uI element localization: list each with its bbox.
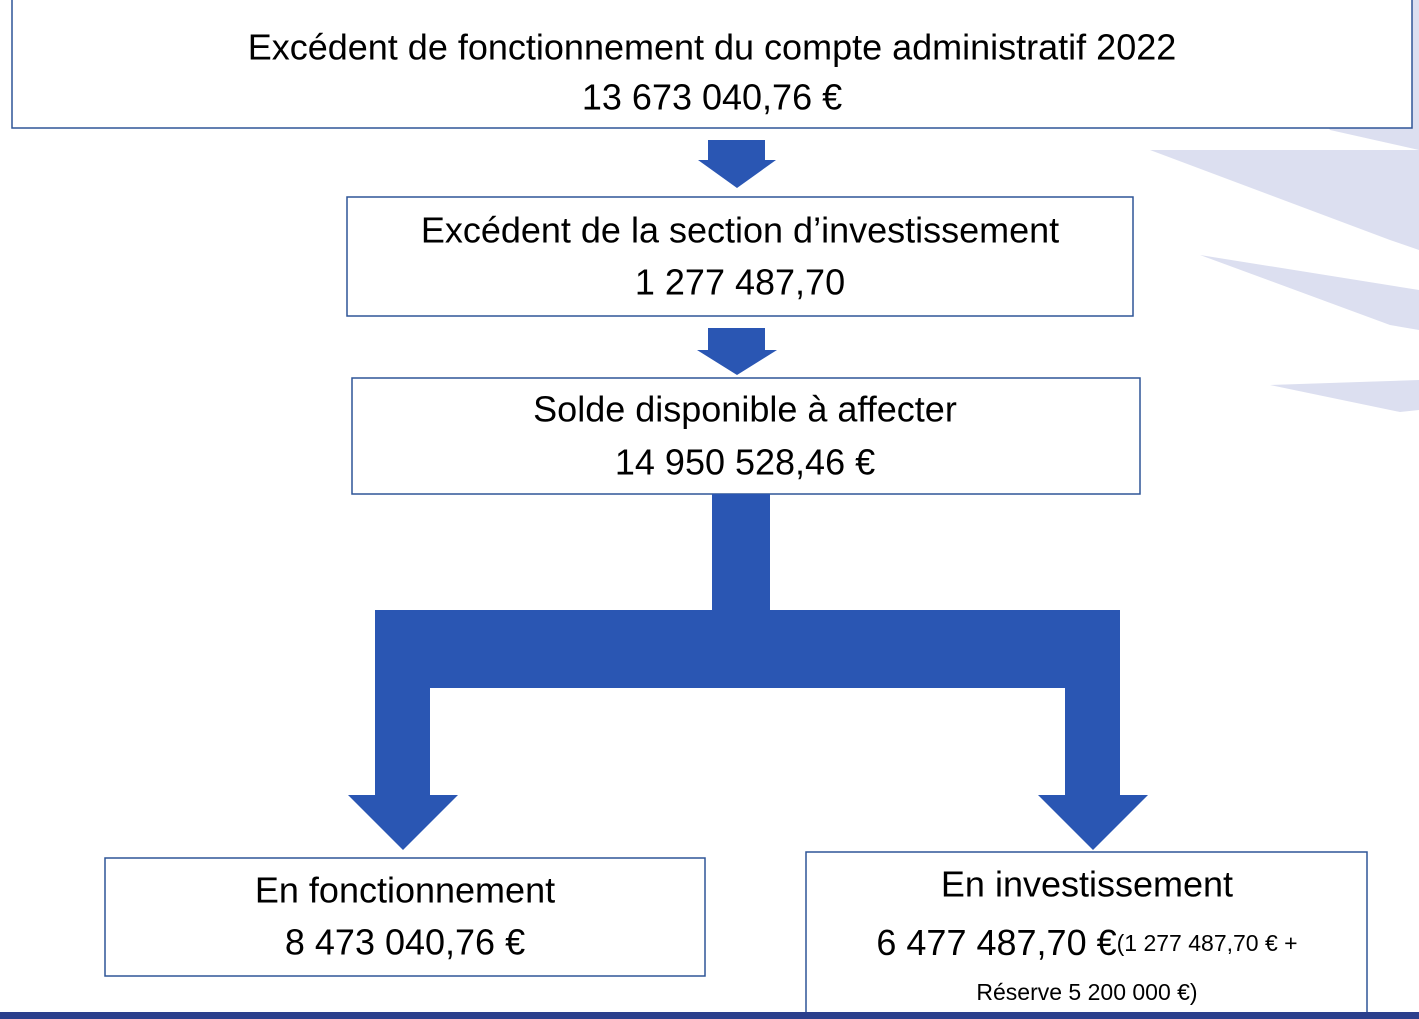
node-value: 6 477 487,70 € [876, 922, 1116, 963]
node-value: 1 277 487,70 [635, 262, 845, 303]
node-value: 14 950 528,46 € [615, 442, 875, 483]
node-label: Solde disponible à affecter [533, 389, 957, 430]
diagram: Excédent de fonctionnement du compte adm… [0, 0, 1419, 1019]
node-detail: Réserve 5 200 000 €) [976, 979, 1197, 1005]
node-label: Excédent de fonctionnement du compte adm… [248, 27, 1177, 68]
deco-stroke [1270, 380, 1419, 412]
arrow [697, 328, 777, 375]
node-label: En investissement [941, 864, 1233, 905]
node-label: Excédent de la section d’investissement [421, 210, 1059, 251]
deco-stroke [1200, 255, 1419, 330]
bottom-band [0, 1012, 1419, 1019]
deco-stroke [1150, 150, 1419, 250]
arrow [698, 140, 776, 188]
node-value: 8 473 040,76 € [285, 922, 525, 963]
node-value: 13 673 040,76 € [582, 77, 842, 118]
split-arrow [348, 494, 1148, 850]
node-detail: (1 277 487,70 € + [1117, 930, 1298, 956]
node-label: En fonctionnement [255, 870, 555, 911]
